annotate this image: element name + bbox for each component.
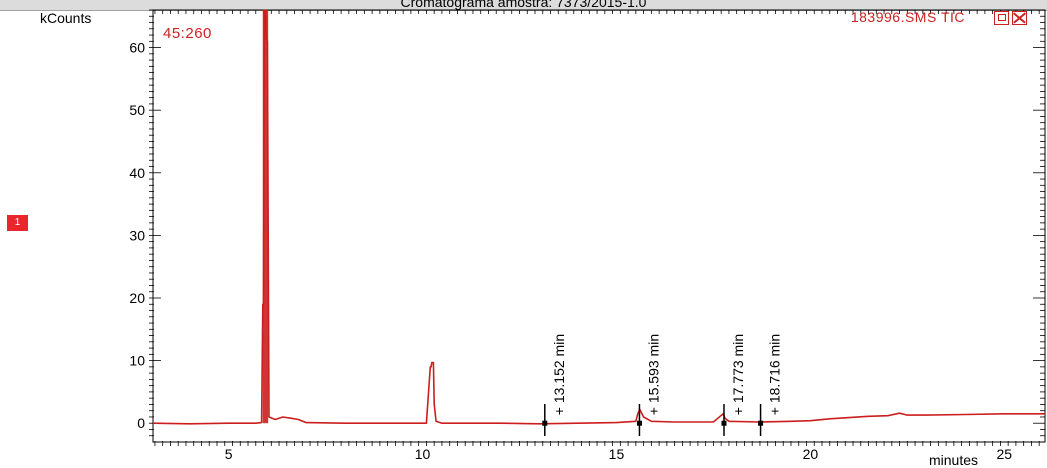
y-tick-label: 60 <box>129 40 145 56</box>
peak-annotation-label: + 13.152 min <box>551 334 567 415</box>
x-axis-label: minutes <box>929 452 979 468</box>
y-tick-label: 0 <box>137 415 145 431</box>
peak-annotation-label: + 15.593 min <box>645 334 661 415</box>
trace-name-label: 183996.SMS TIC <box>850 9 965 25</box>
plot-frame <box>152 9 1046 443</box>
y-tick-label: 30 <box>129 227 145 243</box>
peak-marker-dot <box>636 420 642 426</box>
peak-marker-dot <box>542 420 548 426</box>
peak-annotation-label: + 17.773 min <box>730 334 746 415</box>
scan-range-label: 45:260 <box>163 25 212 42</box>
y-tick-label: 20 <box>129 290 145 306</box>
x-tick-label: 5 <box>225 446 233 462</box>
tic-trace-line <box>152 9 1045 425</box>
peak-annotation-label: + 18.716 min <box>767 334 783 415</box>
x-tick-label: 20 <box>803 446 819 462</box>
peak-marker-dot <box>758 420 764 426</box>
x-tick-label: 10 <box>415 446 431 462</box>
close-icon[interactable] <box>1012 11 1027 25</box>
y-tick-label: 50 <box>129 102 145 118</box>
x-tick-label: 25 <box>996 446 1012 462</box>
peak-main-fill <box>262 10 269 424</box>
y-tick-label: 40 <box>129 165 145 181</box>
peak-marker-dot <box>721 420 727 426</box>
restore-icon[interactable] <box>994 11 1009 25</box>
trace-badge[interactable]: 1 <box>7 215 28 231</box>
y-axis-label: kCounts <box>40 10 92 26</box>
y-tick-label: 10 <box>129 353 145 369</box>
chart-title: Cromatograma amostra: 7373/2015-1.0 <box>400 0 647 10</box>
x-tick-label: 15 <box>609 446 625 462</box>
